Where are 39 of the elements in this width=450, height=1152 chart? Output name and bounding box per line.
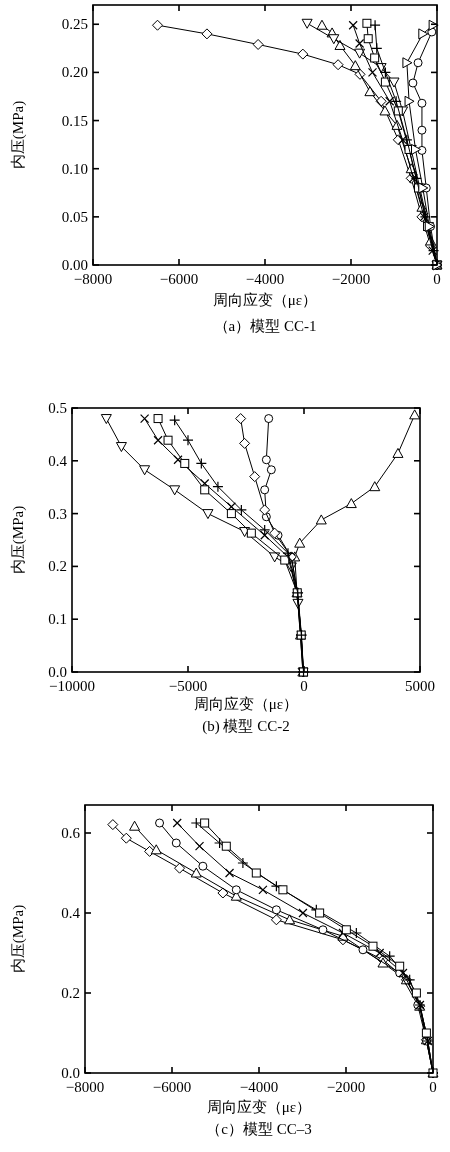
x-tick-label: −10000 <box>49 678 95 694</box>
y-tick-label: 0.2 <box>61 985 80 1001</box>
y-axis-title: 内压(MPa) <box>10 904 28 974</box>
x-tick-label: −4000 <box>245 271 285 287</box>
x-tick-label: −4000 <box>239 1079 279 1095</box>
x-tick-label: −6000 <box>152 1079 192 1095</box>
y-tick-label: 0.05 <box>61 208 88 225</box>
y-tick-label: 0.1 <box>48 611 67 628</box>
x-tick-label: 5000 <box>405 678 435 694</box>
y-tick-label: 0.5 <box>48 400 67 416</box>
text: (b) 模型 CC-2 <box>202 718 290 735</box>
x-axis-title: 周向应变（με） <box>212 292 318 308</box>
y-axis-title: 内压(MPa) <box>10 505 28 575</box>
y-tick-label: 0.10 <box>61 160 88 177</box>
x-tick-label: 0 <box>433 271 441 287</box>
y-tick-label: 0.6 <box>61 825 81 841</box>
y-tick-label: 0.15 <box>61 112 88 129</box>
y-tick-label: 0.0 <box>48 664 67 680</box>
text: （c）模型 CC–3 <box>206 1121 312 1137</box>
y-tick-label: 0.4 <box>48 452 68 469</box>
y-tick-label: 0.4 <box>61 905 81 921</box>
y-tick-label: 0.25 <box>61 16 88 33</box>
x-tick-label: −6000 <box>159 271 199 287</box>
y-tick-label: 0.20 <box>61 64 88 81</box>
x-tick-label: −8000 <box>73 271 113 287</box>
x-tick-label: 0 <box>300 678 308 694</box>
x-tick-label: −8000 <box>65 1079 105 1095</box>
x-axis-title: 周向应变（με） <box>193 696 299 712</box>
x-tick-label: −5000 <box>168 678 208 694</box>
y-axis-title: 内压(MPa) <box>10 100 28 170</box>
x-tick-label: 0 <box>429 1079 437 1095</box>
x-tick-label: −2000 <box>326 1079 366 1095</box>
y-tick-label: 0.2 <box>48 558 67 575</box>
x-axis-title: 周向应变（με） <box>206 1099 312 1115</box>
text: （a）模型 CC-1 <box>213 318 317 334</box>
x-tick-label: −2000 <box>331 271 371 287</box>
y-tick-label: 0.0 <box>61 1065 80 1081</box>
y-tick-label: 0.00 <box>61 257 88 273</box>
y-tick-label: 0.3 <box>48 505 67 522</box>
